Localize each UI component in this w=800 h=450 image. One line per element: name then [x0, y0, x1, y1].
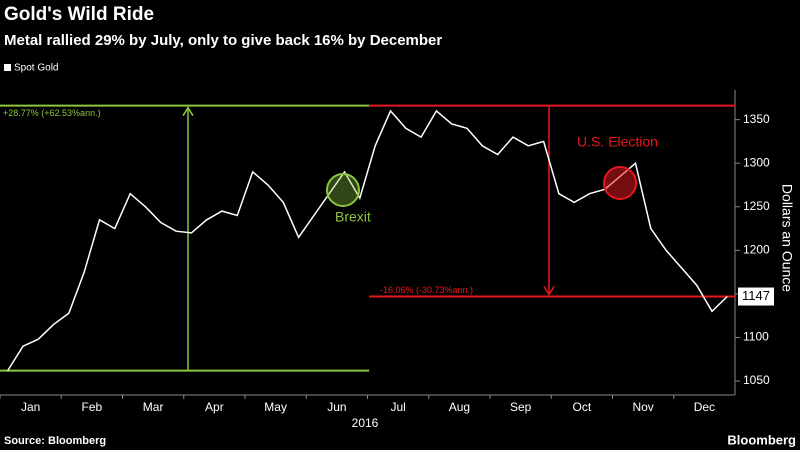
y-tick-label: 1350: [743, 112, 770, 126]
x-tick-label: Mar: [143, 400, 164, 414]
election-label: U.S. Election: [577, 134, 658, 150]
legend-label: Spot Gold: [14, 63, 58, 74]
decline-arrowhead: [543, 286, 555, 296]
decline-label: -16.06% (-30.73%ann.): [380, 285, 473, 295]
y-tick-label: 1250: [743, 199, 770, 213]
x-tick-label: Apr: [205, 400, 224, 414]
chart-title: Gold's Wild Ride: [4, 4, 154, 25]
brexit-label: Brexit: [335, 209, 371, 225]
legend-swatch: [4, 64, 11, 71]
rally-arrowhead: [182, 106, 194, 117]
y-tick-label: 1300: [743, 155, 770, 169]
last-value-label: 1147: [742, 288, 770, 303]
x-tick-label: May: [264, 400, 287, 414]
chart-subtitle: Metal rallied 29% by July, only to give …: [4, 32, 442, 49]
y-tick-label: 1100: [743, 330, 769, 344]
source: Source: Bloomberg: [4, 435, 106, 447]
x-tick-label: Sep: [510, 400, 532, 414]
x-tick-label: Nov: [632, 400, 653, 414]
brexit-circle: [326, 173, 360, 207]
y-tick-label: 1050: [743, 373, 770, 387]
x-tick-label: Oct: [573, 400, 592, 414]
election-circle: [603, 166, 637, 200]
x-tick-label: Jun: [327, 400, 346, 414]
y-tick-label: 1200: [743, 243, 770, 257]
x-tick-label: Aug: [449, 400, 470, 414]
x-tick-label: Jan: [21, 400, 40, 414]
y-axis-title: Dollars an Ounce: [779, 184, 795, 292]
last-value-box: [738, 287, 774, 306]
x-tick-label: Dec: [694, 400, 715, 414]
x-axis-title: 2016: [352, 416, 379, 430]
rally-label: +28.77% (+62.53%ann.): [3, 108, 101, 118]
x-tick-label: Jul: [390, 400, 405, 414]
x-tick-label: Feb: [82, 400, 103, 414]
brand: Bloomberg: [727, 432, 796, 447]
